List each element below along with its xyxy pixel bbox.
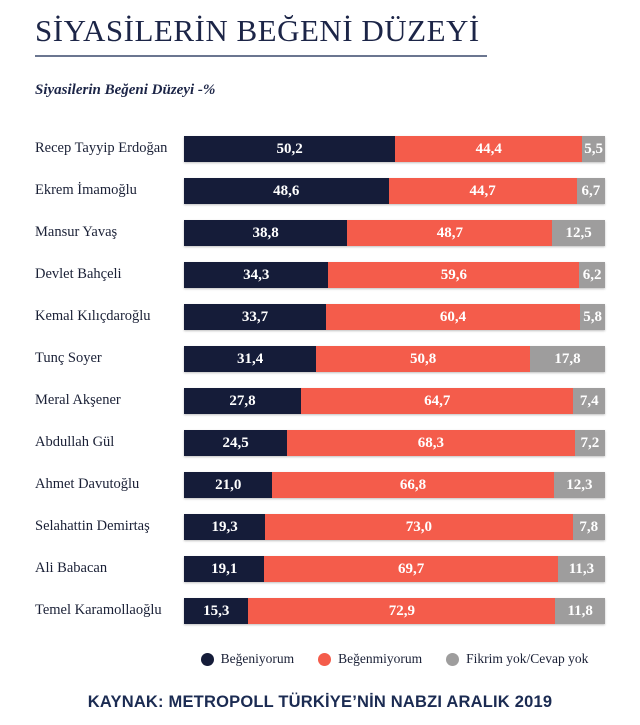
bar-segment-disapprove: 69,7	[264, 556, 558, 583]
chart-row: Ekrem İmamoğlu 48,6 44,7 6,7	[35, 178, 605, 205]
stacked-bar: 48,6 44,7 6,7	[184, 178, 605, 205]
politician-name: Ali Babacan	[35, 560, 108, 577]
bar-segment-disapprove: 73,0	[265, 514, 573, 541]
legend-dot-icon	[318, 652, 332, 666]
bar-segment-approve: 19,3	[184, 514, 266, 541]
bar-segment-approve: 31,4	[184, 346, 317, 373]
bar-segment-disapprove: 66,8	[272, 472, 554, 499]
bar-segment-disapprove: 72,9	[248, 598, 556, 625]
politician-name: Meral Akşener	[35, 392, 121, 409]
legend-label: Fikrim yok/Cevap yok	[466, 651, 589, 667]
bar-segment-approve: 21,0	[184, 472, 273, 499]
bar-segment-disapprove: 50,8	[316, 346, 531, 373]
chart-row: Devlet Bahçeli 34,3 59,6 6,2	[35, 262, 605, 289]
stacked-bar: 24,5 68,3 7,2	[184, 430, 605, 457]
chart-row: Recep Tayyip Erdoğan 50,2 44,4 5,5	[35, 136, 605, 163]
bar-segment-no-opinion: 17,8	[530, 346, 605, 373]
stacked-bar: 31,4 50,8 17,8	[184, 346, 605, 373]
politician-name: Selahattin Demirtaş	[35, 518, 150, 535]
bar-segment-no-opinion: 5,5	[582, 136, 605, 163]
stacked-bar: 27,8 64,7 7,4	[184, 388, 605, 415]
bar-segment-disapprove: 44,4	[395, 136, 583, 163]
chart-row: Selahattin Demirtaş 19,3 73,0 7,8	[35, 514, 605, 541]
legend-dot-icon	[200, 652, 214, 666]
legend-label: Beğeniyorum	[220, 651, 295, 667]
stacked-bar: 21,0 66,8 12,3	[184, 472, 605, 499]
legend-item-no-opinion: Fikrim yok/Cevap yok	[446, 651, 588, 667]
bar-segment-approve: 27,8	[184, 388, 302, 415]
bar-segment-no-opinion: 6,7	[576, 178, 605, 205]
legend-item-disapprove: Beğenmiyorum	[318, 651, 422, 667]
chart-row: Meral Akşener 27,8 64,7 7,4	[35, 388, 605, 415]
chart-row: Tunç Soyer 31,4 50,8 17,8	[35, 346, 605, 373]
legend: Beğeniyorum Beğenmiyorum Fikrim yok/Cevap …	[184, 651, 605, 667]
bar-segment-no-opinion: 7,8	[572, 514, 605, 541]
politician-name: Mansur Yavaş	[35, 224, 118, 241]
chart-row: Temel Karamollaoğlu 15,3 72,9 11,8	[35, 598, 605, 625]
bar-segment-approve: 33,7	[184, 304, 326, 331]
politician-name: Recep Tayyip Erdoğan	[35, 140, 168, 157]
chart-row: Mansur Yavaş 38,8 48,7 12,5	[35, 220, 605, 247]
stacked-bar-chart: Recep Tayyip Erdoğan 50,2 44,4 5,5 Ekrem İma…	[35, 136, 605, 625]
bar-segment-approve: 24,5	[184, 430, 288, 457]
bar-segment-approve: 38,8	[184, 220, 348, 247]
bar-segment-no-opinion: 5,8	[580, 304, 605, 331]
bar-segment-approve: 50,2	[184, 136, 396, 163]
bar-segment-disapprove: 64,7	[301, 388, 574, 415]
title-underline	[35, 55, 487, 58]
bar-segment-no-opinion: 12,3	[553, 472, 605, 499]
stacked-bar: 33,7 60,4 5,8	[184, 304, 605, 331]
bar-segment-no-opinion: 11,8	[555, 598, 605, 625]
politician-name: Ahmet Davutoğlu	[35, 476, 140, 493]
bar-segment-no-opinion: 6,2	[579, 262, 605, 289]
bar-segment-approve: 19,1	[184, 556, 265, 583]
politician-name: Kemal Kılıçdaroğlu	[35, 308, 151, 325]
politician-name: Tunç Soyer	[35, 350, 102, 367]
politician-name: Abdullah Gül	[35, 434, 115, 451]
politician-name: Devlet Bahçeli	[35, 266, 122, 283]
politician-name: Temel Karamollaoğlu	[35, 602, 162, 619]
bar-segment-no-opinion: 12,5	[552, 220, 605, 247]
chart-subtitle: Siyasilerin Beğeni Düzeyi -%	[35, 82, 216, 99]
stacked-bar: 19,3 73,0 7,8	[184, 514, 605, 541]
bar-segment-approve: 34,3	[184, 262, 329, 289]
bar-segment-approve: 15,3	[184, 598, 249, 625]
politician-name: Ekrem İmamoğlu	[35, 182, 137, 199]
bar-segment-disapprove: 68,3	[287, 430, 575, 457]
bar-segment-disapprove: 59,6	[328, 262, 580, 289]
chart-row: Kemal Kılıçdaroğlu 33,7 60,4 5,8	[35, 304, 605, 331]
stacked-bar: 15,3 72,9 11,8	[184, 598, 605, 625]
legend-item-approve: Beğeniyorum	[200, 651, 295, 667]
legend-dot-icon	[446, 652, 460, 666]
bar-segment-approve: 48,6	[184, 178, 389, 205]
bar-segment-disapprove: 60,4	[325, 304, 581, 331]
stacked-bar: 19,1 69,7 11,3	[184, 556, 605, 583]
source-caption: KAYNAK: METROPOLL TÜRKİYE’NİN NABZI ARAL…	[87, 693, 553, 712]
page-title: SİYASİLERİN BEĞENİ DÜZEYİ	[35, 13, 480, 48]
chart-row: Ahmet Davutoğlu 21,0 66,8 12,3	[35, 472, 605, 499]
stacked-bar: 34,3 59,6 6,2	[184, 262, 605, 289]
bar-segment-disapprove: 44,7	[388, 178, 577, 205]
chart-row: Abdullah Gül 24,5 68,3 7,2	[35, 430, 605, 457]
bar-segment-no-opinion: 11,3	[557, 556, 605, 583]
stacked-bar: 50,2 44,4 5,5	[184, 136, 605, 163]
bar-segment-no-opinion: 7,4	[573, 388, 605, 415]
bar-segment-disapprove: 48,7	[347, 220, 553, 247]
bar-segment-no-opinion: 7,2	[574, 430, 605, 457]
legend-label: Beğenmiyorum	[338, 651, 423, 667]
chart-row: Ali Babacan 19,1 69,7 11,3	[35, 556, 605, 583]
stacked-bar: 38,8 48,7 12,5	[184, 220, 605, 247]
